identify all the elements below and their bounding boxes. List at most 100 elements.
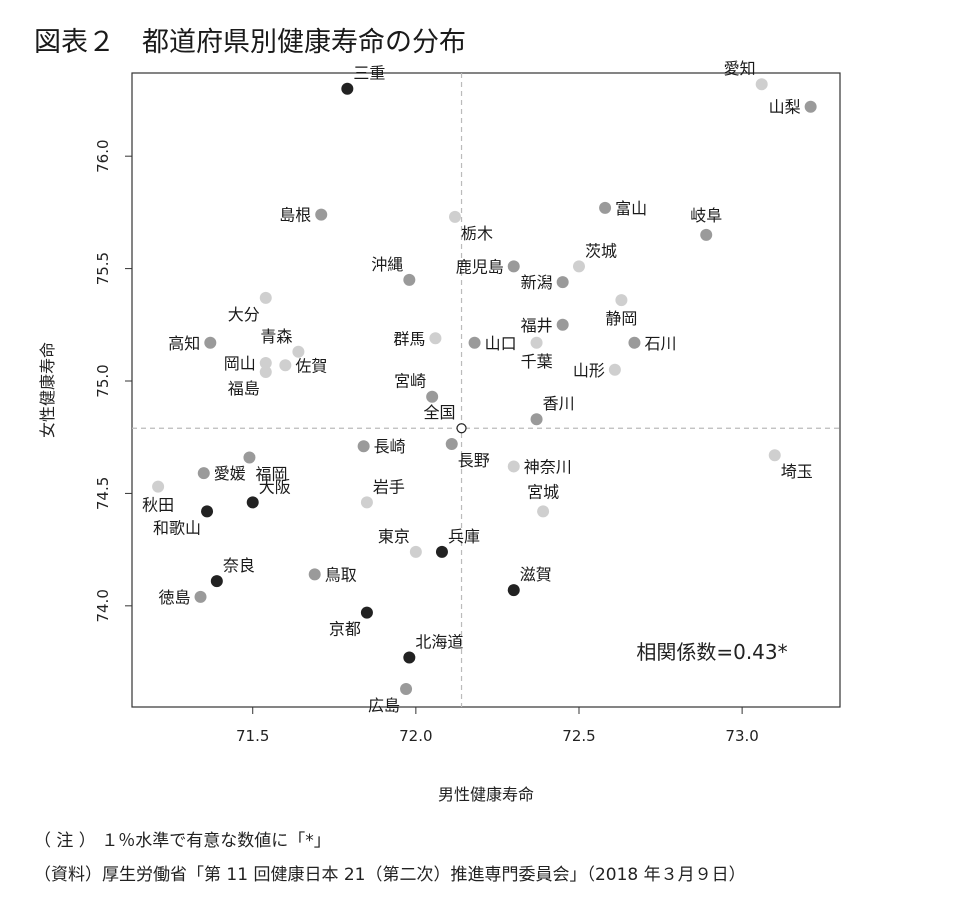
data-point <box>246 496 259 509</box>
data-point <box>259 291 272 304</box>
data-point <box>456 423 467 434</box>
data-point <box>152 480 165 493</box>
data-point <box>700 228 713 241</box>
point-label: 山形 <box>573 361 605 380</box>
data-point <box>530 413 543 426</box>
point-label: 愛知 <box>724 59 756 78</box>
data-point <box>468 336 481 349</box>
figure-title: 図表２ 都道府県別健康寿命の分布 <box>34 27 466 58</box>
data-point <box>403 273 416 286</box>
data-point <box>279 359 292 372</box>
point-label: 香川 <box>543 394 575 413</box>
reference-lines <box>132 73 840 707</box>
point-label: 岩手 <box>373 477 405 496</box>
point-label: 京都 <box>329 620 361 639</box>
data-point <box>201 505 214 518</box>
point-label: 神奈川 <box>524 457 572 476</box>
point-label: 宮城 <box>527 482 559 501</box>
data-point <box>599 201 612 214</box>
data-points <box>152 78 817 696</box>
data-point <box>400 683 413 696</box>
point-label: 佐賀 <box>295 356 327 375</box>
data-point <box>608 363 621 376</box>
point-label: 山口 <box>485 334 517 353</box>
data-point <box>572 260 585 273</box>
data-point <box>530 336 543 349</box>
point-label: 和歌山 <box>153 518 201 537</box>
x-tick-label: 73.0 <box>725 727 758 745</box>
plot-area-frame <box>131 72 841 708</box>
point-label: 大阪 <box>259 477 291 496</box>
data-point <box>556 318 569 331</box>
data-point <box>243 451 256 464</box>
point-label: 広島 <box>368 696 400 715</box>
data-point <box>360 606 373 619</box>
point-label: 兵庫 <box>448 527 480 546</box>
point-label: 長野 <box>458 451 490 470</box>
x-tick-label: 72.0 <box>399 727 432 745</box>
point-label: 新潟 <box>521 273 553 292</box>
data-point <box>204 336 217 349</box>
y-axis-label: 女性健康寿命 <box>38 342 57 438</box>
point-label: 岐阜 <box>690 206 722 225</box>
point-label: 三重 <box>353 64 385 83</box>
point-label: 富山 <box>615 199 647 218</box>
y-tick-label: 74.5 <box>94 477 112 510</box>
point-label: 徳島 <box>159 588 191 607</box>
y-tick-label: 75.5 <box>94 252 112 285</box>
point-label: 滋賀 <box>520 565 552 584</box>
data-point <box>507 460 520 473</box>
point-label: 東京 <box>378 527 410 546</box>
data-point <box>429 332 442 345</box>
point-label: 大分 <box>228 305 260 324</box>
point-label: 山梨 <box>769 98 801 117</box>
footnote-source: （資料）厚生労働省「第 11 回健康日本 21（第二次）推進専門委員会」（201… <box>34 865 746 885</box>
point-label: 鹿児島 <box>456 257 504 276</box>
point-label: 秋田 <box>142 496 174 515</box>
x-tick-label: 72.5 <box>562 727 595 745</box>
data-point <box>194 590 207 603</box>
data-point <box>308 568 321 581</box>
point-label: 栃木 <box>461 224 493 243</box>
data-point <box>341 82 354 95</box>
data-point <box>628 336 641 349</box>
point-label: 福島 <box>228 379 260 398</box>
data-point <box>449 210 462 223</box>
data-point <box>360 496 373 509</box>
data-point <box>556 276 569 289</box>
data-point <box>409 545 422 558</box>
point-label: 長崎 <box>374 437 406 456</box>
footnote-note: （ 注 ） １％水準で有意な数値に「*」 <box>34 831 331 851</box>
y-tick-label: 76.0 <box>94 139 112 172</box>
point-label: 全国 <box>424 403 456 422</box>
correlation-annotation: 相関係数=0.43* <box>636 640 787 664</box>
point-label: 福井 <box>521 316 553 335</box>
data-point <box>259 357 272 370</box>
data-point <box>435 545 448 558</box>
x-axis-label: 男性健康寿命 <box>438 785 534 804</box>
x-axis: 71.5 72.0 72.5 73.0 <box>236 707 759 745</box>
data-point <box>804 100 817 113</box>
point-label: 沖縄 <box>371 255 403 274</box>
point-label: 島根 <box>279 206 311 225</box>
y-tick-label: 75.0 <box>94 364 112 397</box>
point-label: 高知 <box>168 334 200 353</box>
data-point <box>445 437 458 450</box>
data-point <box>615 294 628 307</box>
point-label: 茨城 <box>585 241 617 260</box>
data-point <box>259 366 272 379</box>
data-point <box>210 575 223 588</box>
data-point <box>315 208 328 221</box>
point-label: 北海道 <box>415 633 463 652</box>
data-point <box>292 345 305 358</box>
point-label: 奈良 <box>223 556 255 575</box>
point-label: 宮崎 <box>394 372 426 391</box>
y-tick-label: 74.0 <box>94 589 112 622</box>
point-label: 青森 <box>260 327 292 346</box>
point-label: 群馬 <box>393 329 425 348</box>
point-label: 岡山 <box>224 354 256 373</box>
scatter-chart: 71.5 72.0 72.5 73.0 74.0 74.5 75.0 75.5 76.0 三重… <box>38 59 841 804</box>
data-point <box>357 440 370 453</box>
point-label: 鳥取 <box>325 565 357 584</box>
